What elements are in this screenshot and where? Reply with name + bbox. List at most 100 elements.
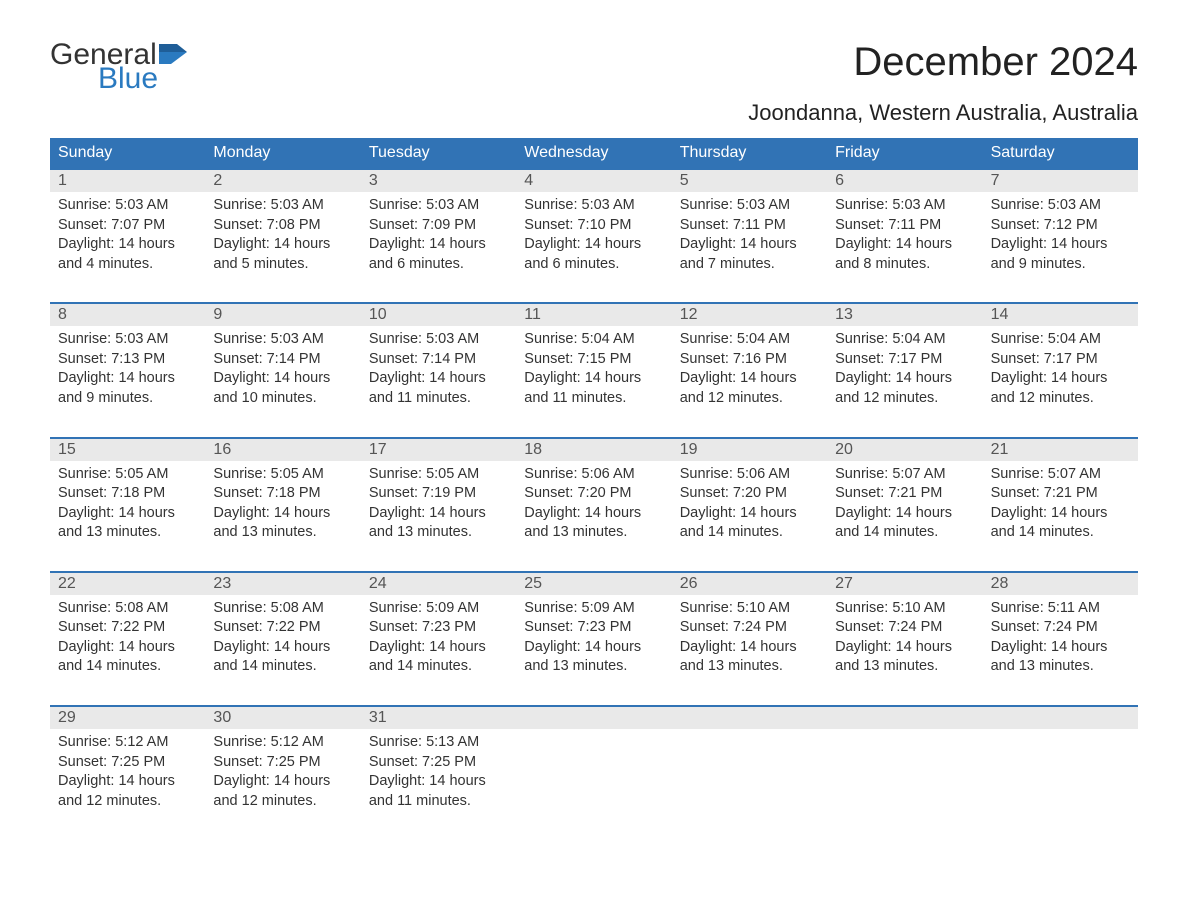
day-number: 15 [50, 439, 205, 461]
day-cell: Sunrise: 5:04 AMSunset: 7:17 PMDaylight:… [827, 326, 982, 418]
day-number: 16 [205, 439, 360, 461]
day-sunrise: Sunrise: 5:08 AM [58, 599, 197, 619]
dow-tuesday: Tuesday [361, 138, 516, 168]
day-sunset: Sunset: 7:14 PM [213, 350, 352, 370]
day-number: 13 [827, 304, 982, 326]
day-cell: Sunrise: 5:05 AMSunset: 7:18 PMDaylight:… [205, 461, 360, 553]
day-d2: and 12 minutes. [58, 792, 197, 812]
day-cell: Sunrise: 5:10 AMSunset: 7:24 PMDaylight:… [672, 595, 827, 687]
day-sunrise: Sunrise: 5:04 AM [680, 330, 819, 350]
day-sunrise: Sunrise: 5:10 AM [680, 599, 819, 619]
day-d1: Daylight: 14 hours [680, 235, 819, 255]
day-d1: Daylight: 14 hours [369, 638, 508, 658]
day-sunset: Sunset: 7:10 PM [524, 216, 663, 236]
day-d2: and 12 minutes. [835, 389, 974, 409]
day-cell: Sunrise: 5:03 AMSunset: 7:11 PMDaylight:… [827, 192, 982, 284]
day-d1: Daylight: 14 hours [680, 369, 819, 389]
day-d1: Daylight: 14 hours [58, 772, 197, 792]
day-sunset: Sunset: 7:18 PM [213, 484, 352, 504]
day-cell: Sunrise: 5:08 AMSunset: 7:22 PMDaylight:… [205, 595, 360, 687]
day-sunset: Sunset: 7:17 PM [991, 350, 1130, 370]
day-cell: Sunrise: 5:10 AMSunset: 7:24 PMDaylight:… [827, 595, 982, 687]
day-d2: and 5 minutes. [213, 255, 352, 275]
day-sunrise: Sunrise: 5:03 AM [680, 196, 819, 216]
day-d1: Daylight: 14 hours [213, 638, 352, 658]
day-sunset: Sunset: 7:24 PM [991, 618, 1130, 638]
day-cell: Sunrise: 5:06 AMSunset: 7:20 PMDaylight:… [516, 461, 671, 553]
day-number: 31 [361, 707, 516, 729]
day-d1: Daylight: 14 hours [213, 369, 352, 389]
day-d2: and 14 minutes. [680, 523, 819, 543]
day-number-row: 891011121314 [50, 304, 1138, 326]
day-d2: and 13 minutes. [369, 523, 508, 543]
calendar: Sunday Monday Tuesday Wednesday Thursday… [50, 138, 1138, 821]
day-sunset: Sunset: 7:23 PM [369, 618, 508, 638]
day-sunrise: Sunrise: 5:05 AM [369, 465, 508, 485]
day-d2: and 14 minutes. [58, 657, 197, 677]
day-sunset: Sunset: 7:21 PM [991, 484, 1130, 504]
day-cell: Sunrise: 5:11 AMSunset: 7:24 PMDaylight:… [983, 595, 1138, 687]
day-d2: and 13 minutes. [524, 657, 663, 677]
page-title: December 2024 [853, 40, 1138, 85]
day-d2: and 12 minutes. [991, 389, 1130, 409]
day-cell: Sunrise: 5:03 AMSunset: 7:14 PMDaylight:… [205, 326, 360, 418]
day-sunrise: Sunrise: 5:03 AM [524, 196, 663, 216]
day-number-row: 22232425262728 [50, 573, 1138, 595]
day-d1: Daylight: 14 hours [58, 504, 197, 524]
day-d2: and 7 minutes. [680, 255, 819, 275]
dow-friday: Friday [827, 138, 982, 168]
day-number: 9 [205, 304, 360, 326]
day-d1: Daylight: 14 hours [369, 235, 508, 255]
day-sunrise: Sunrise: 5:03 AM [58, 330, 197, 350]
day-sunrise: Sunrise: 5:03 AM [991, 196, 1130, 216]
day-cell [672, 729, 827, 821]
day-number: 22 [50, 573, 205, 595]
day-sunrise: Sunrise: 5:08 AM [213, 599, 352, 619]
day-number: 3 [361, 170, 516, 192]
day-number: 1 [50, 170, 205, 192]
day-d1: Daylight: 14 hours [524, 235, 663, 255]
day-sunrise: Sunrise: 5:07 AM [991, 465, 1130, 485]
day-sunrise: Sunrise: 5:11 AM [991, 599, 1130, 619]
day-d1: Daylight: 14 hours [369, 504, 508, 524]
day-cell: Sunrise: 5:12 AMSunset: 7:25 PMDaylight:… [205, 729, 360, 821]
day-cell: Sunrise: 5:05 AMSunset: 7:18 PMDaylight:… [50, 461, 205, 553]
logo: General Blue [50, 40, 193, 94]
day-cell: Sunrise: 5:03 AMSunset: 7:14 PMDaylight:… [361, 326, 516, 418]
day-cell: Sunrise: 5:03 AMSunset: 7:08 PMDaylight:… [205, 192, 360, 284]
day-number: 24 [361, 573, 516, 595]
day-sunset: Sunset: 7:23 PM [524, 618, 663, 638]
day-number: 4 [516, 170, 671, 192]
day-d1: Daylight: 14 hours [991, 235, 1130, 255]
day-d2: and 14 minutes. [835, 523, 974, 543]
day-sunrise: Sunrise: 5:05 AM [213, 465, 352, 485]
day-sunset: Sunset: 7:17 PM [835, 350, 974, 370]
day-cell [983, 729, 1138, 821]
day-sunrise: Sunrise: 5:12 AM [58, 733, 197, 753]
day-number: 25 [516, 573, 671, 595]
day-number-row: 1234567 [50, 170, 1138, 192]
day-cell: Sunrise: 5:04 AMSunset: 7:17 PMDaylight:… [983, 326, 1138, 418]
day-sunrise: Sunrise: 5:12 AM [213, 733, 352, 753]
day-d1: Daylight: 14 hours [835, 235, 974, 255]
day-d2: and 13 minutes. [58, 523, 197, 543]
day-sunset: Sunset: 7:11 PM [680, 216, 819, 236]
day-sunrise: Sunrise: 5:03 AM [369, 330, 508, 350]
day-d1: Daylight: 14 hours [835, 504, 974, 524]
day-sunset: Sunset: 7:25 PM [58, 753, 197, 773]
day-number [827, 707, 982, 729]
day-cell: Sunrise: 5:09 AMSunset: 7:23 PMDaylight:… [516, 595, 671, 687]
day-sunset: Sunset: 7:19 PM [369, 484, 508, 504]
day-sunrise: Sunrise: 5:06 AM [524, 465, 663, 485]
day-d1: Daylight: 14 hours [213, 235, 352, 255]
day-d1: Daylight: 14 hours [524, 504, 663, 524]
day-sunset: Sunset: 7:09 PM [369, 216, 508, 236]
day-number-row: 15161718192021 [50, 439, 1138, 461]
day-cell: Sunrise: 5:07 AMSunset: 7:21 PMDaylight:… [983, 461, 1138, 553]
dow-sunday: Sunday [50, 138, 205, 168]
day-cell: Sunrise: 5:09 AMSunset: 7:23 PMDaylight:… [361, 595, 516, 687]
day-sunrise: Sunrise: 5:09 AM [524, 599, 663, 619]
day-sunset: Sunset: 7:08 PM [213, 216, 352, 236]
week-row: 15161718192021Sunrise: 5:05 AMSunset: 7:… [50, 437, 1138, 553]
day-sunrise: Sunrise: 5:05 AM [58, 465, 197, 485]
